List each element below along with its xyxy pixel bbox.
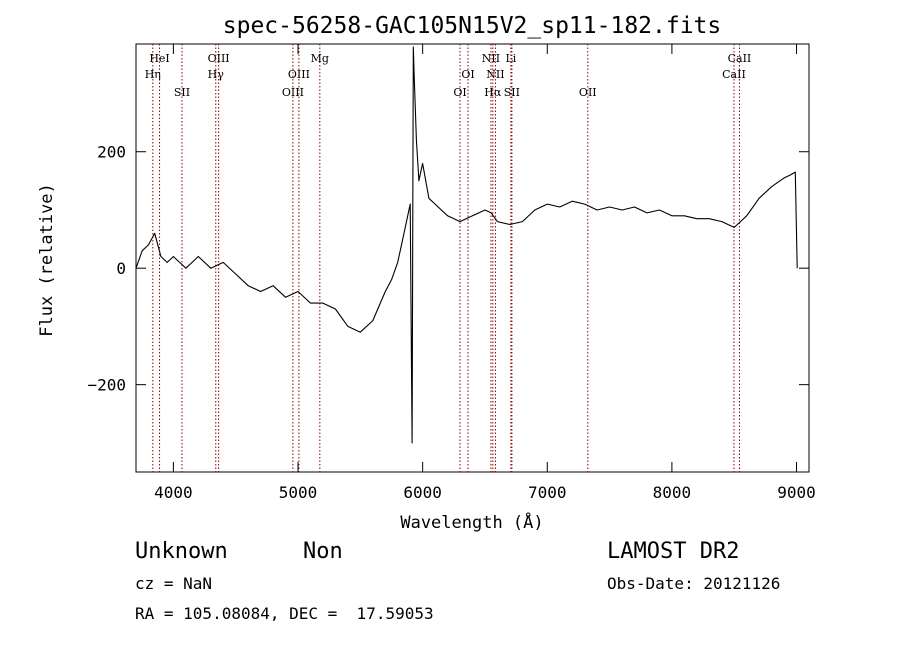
line-marker-label: OII (579, 86, 597, 99)
line-marker-label: OIII (208, 52, 230, 65)
line-marker-label: OIII (282, 86, 304, 99)
line-marker-label: Hη (145, 68, 161, 81)
survey-name: LAMOST DR2 (607, 539, 740, 564)
spectrum-line (135, 46, 798, 444)
line-marker-label: SII (174, 86, 190, 99)
x-tick-label: 9000 (777, 483, 816, 502)
x-tick-label: 7000 (528, 483, 567, 502)
line-markers: HeIHηSIIOIIIHγOIIIOIIIMgOIOINIINIIHαLiSI… (145, 44, 752, 472)
line-marker-label: Hγ (208, 68, 225, 81)
x-axis-label: Wavelength (Å) (400, 511, 543, 533)
line-marker-label: NII (482, 52, 500, 65)
y-tick-label: −200 (87, 376, 126, 395)
y-tick-label: 200 (97, 143, 126, 162)
series-layer (135, 46, 798, 444)
x-tick-label: 6000 (403, 483, 442, 502)
line-marker-label: SII (504, 86, 520, 99)
object-class: Unknown (135, 539, 228, 564)
line-marker-label: Mg (311, 52, 329, 65)
y-axis-label: Flux (relative) (37, 183, 57, 337)
plot-frame (135, 43, 810, 473)
line-marker-label: OI (453, 86, 466, 99)
coordinates: RA = 105.08084, DEC = 17.59053 (135, 604, 434, 623)
object-subclass: Non (303, 539, 343, 564)
axis-ticks: 4000 5000 6000 7000 8000 9000 −200 0 200 (87, 44, 816, 502)
line-marker-label: HeI (149, 52, 169, 65)
x-tick-label: 4000 (154, 483, 193, 502)
line-marker-label: Li (505, 52, 516, 65)
obs-date: Obs-Date: 20121126 (607, 574, 781, 593)
chart-title: spec-56258-GAC105N15V2_sp11-182.fits (223, 13, 722, 39)
line-marker-label: OIII (288, 68, 310, 81)
line-marker-label: CaII (728, 52, 752, 65)
line-marker-label: NII (486, 68, 504, 81)
line-marker-label: CaII (722, 68, 746, 81)
line-marker-label: Hα (484, 86, 502, 99)
line-marker-label: OI (461, 68, 474, 81)
x-tick-label: 8000 (653, 483, 692, 502)
y-tick-label: 0 (116, 259, 126, 278)
redshift-label: cz = NaN (135, 574, 213, 593)
x-tick-label: 5000 (279, 483, 318, 502)
